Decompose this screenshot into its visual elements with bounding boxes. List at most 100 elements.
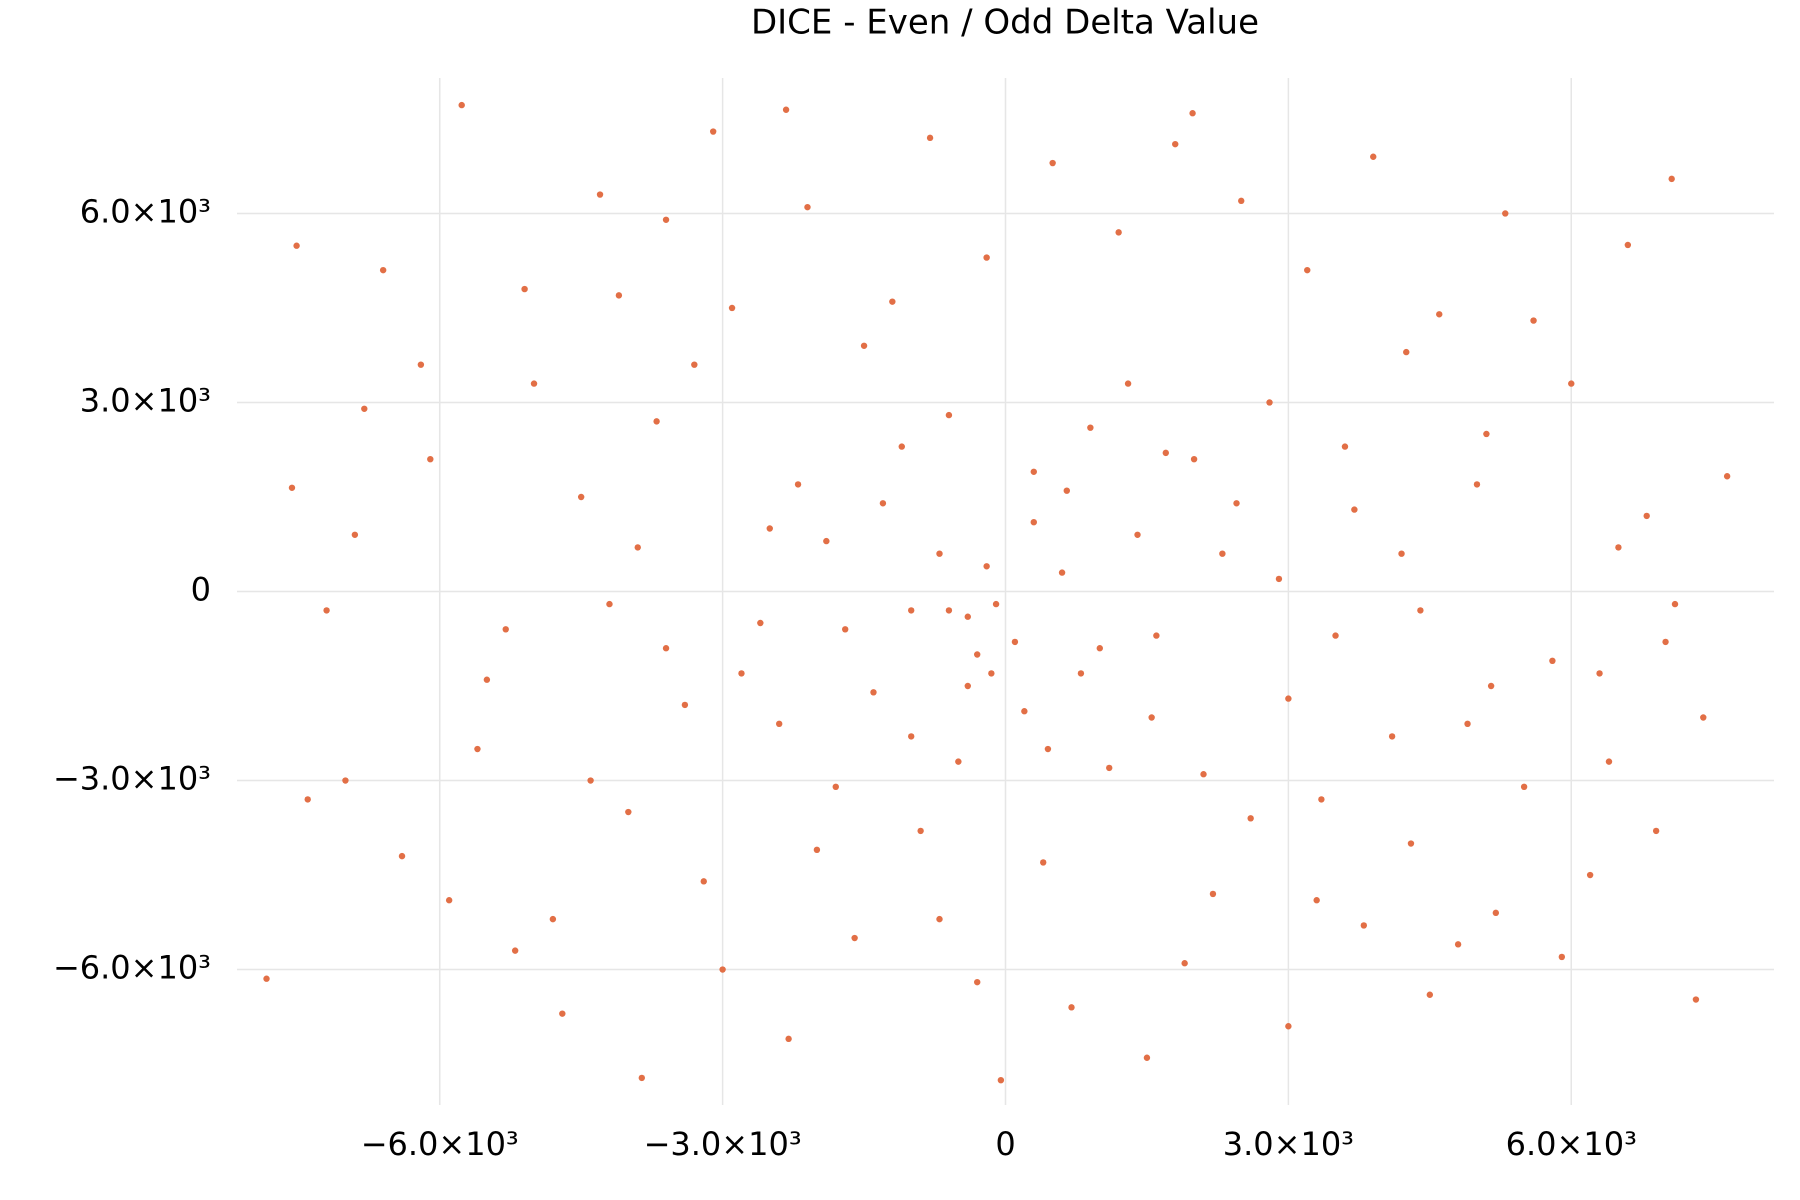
point <box>813 846 821 854</box>
point <box>1700 714 1707 721</box>
point <box>1341 443 1349 450</box>
point <box>1181 960 1188 967</box>
point <box>521 285 528 293</box>
point <box>974 651 981 658</box>
point <box>1351 506 1358 513</box>
point <box>1671 600 1679 608</box>
point <box>1692 996 1700 1003</box>
point <box>1096 645 1103 652</box>
point <box>964 682 971 690</box>
point <box>1040 859 1047 866</box>
point <box>427 455 434 463</box>
point <box>1596 670 1603 677</box>
point <box>1473 481 1481 488</box>
point <box>1106 764 1113 772</box>
point <box>1483 430 1490 438</box>
point <box>342 777 349 784</box>
point <box>1530 317 1537 324</box>
point <box>653 418 660 425</box>
point <box>898 443 905 450</box>
point <box>1087 424 1094 431</box>
point <box>351 531 359 538</box>
point <box>879 500 887 507</box>
point <box>1568 380 1575 387</box>
point <box>596 191 604 198</box>
point <box>1520 783 1528 791</box>
point <box>1200 771 1207 778</box>
point <box>615 292 623 299</box>
point <box>587 777 594 784</box>
point <box>1668 175 1675 183</box>
point <box>1134 531 1141 538</box>
point <box>263 975 270 982</box>
point <box>323 607 330 614</box>
point <box>1011 638 1019 646</box>
point <box>1115 229 1122 236</box>
point <box>1502 210 1509 217</box>
point <box>1615 544 1622 551</box>
point <box>1643 512 1650 520</box>
point <box>577 493 585 501</box>
point <box>1487 682 1495 690</box>
point <box>1049 159 1056 167</box>
point <box>936 915 943 923</box>
x-tick-label: 3.0×10³ <box>1223 1125 1354 1163</box>
point <box>1275 575 1283 583</box>
point <box>851 934 858 942</box>
point <box>917 827 924 835</box>
x-tick-label: 0 <box>995 1125 1015 1163</box>
point <box>1044 745 1052 753</box>
point <box>293 242 300 249</box>
point <box>559 1010 566 1017</box>
point <box>445 897 453 904</box>
point <box>983 563 990 570</box>
point <box>1021 708 1028 715</box>
point <box>1403 348 1410 356</box>
point <box>1124 380 1132 387</box>
point <box>1464 720 1471 728</box>
point <box>1332 632 1339 639</box>
point <box>908 733 915 740</box>
point <box>1304 266 1311 274</box>
point <box>728 304 736 312</box>
point <box>662 645 670 652</box>
point <box>1189 110 1196 117</box>
point <box>1624 241 1632 249</box>
point <box>1063 487 1070 494</box>
point <box>1190 455 1198 463</box>
point <box>1058 569 1066 576</box>
point <box>709 128 717 135</box>
point <box>1068 1004 1075 1011</box>
point <box>1417 607 1424 614</box>
point <box>1360 922 1368 929</box>
x-tick-label: 6.0×10³ <box>1506 1125 1637 1163</box>
point <box>1153 632 1160 639</box>
x-tick-label: −3.0×10³ <box>644 1125 802 1163</box>
point <box>955 758 962 765</box>
point <box>379 266 387 274</box>
point <box>1030 518 1037 526</box>
y-tick-label: −3.0×10³ <box>53 760 211 798</box>
point <box>1318 796 1325 803</box>
point <box>1266 399 1273 406</box>
point <box>691 361 698 368</box>
point <box>458 101 465 109</box>
point <box>361 405 368 412</box>
point <box>1209 890 1217 898</box>
point <box>1426 991 1434 998</box>
point <box>662 216 670 223</box>
y-tick-label: −6.0×10³ <box>53 949 211 987</box>
point <box>775 720 783 728</box>
point <box>964 613 971 620</box>
point <box>997 1076 1005 1084</box>
point <box>945 411 953 419</box>
point <box>474 745 481 753</box>
point <box>832 783 839 791</box>
point <box>417 361 425 368</box>
point <box>1285 695 1292 702</box>
y-tick-label: 3.0×10³ <box>80 381 211 419</box>
y-tick-label: 6.0×10³ <box>80 192 211 230</box>
point <box>1558 953 1566 961</box>
point <box>606 600 613 608</box>
